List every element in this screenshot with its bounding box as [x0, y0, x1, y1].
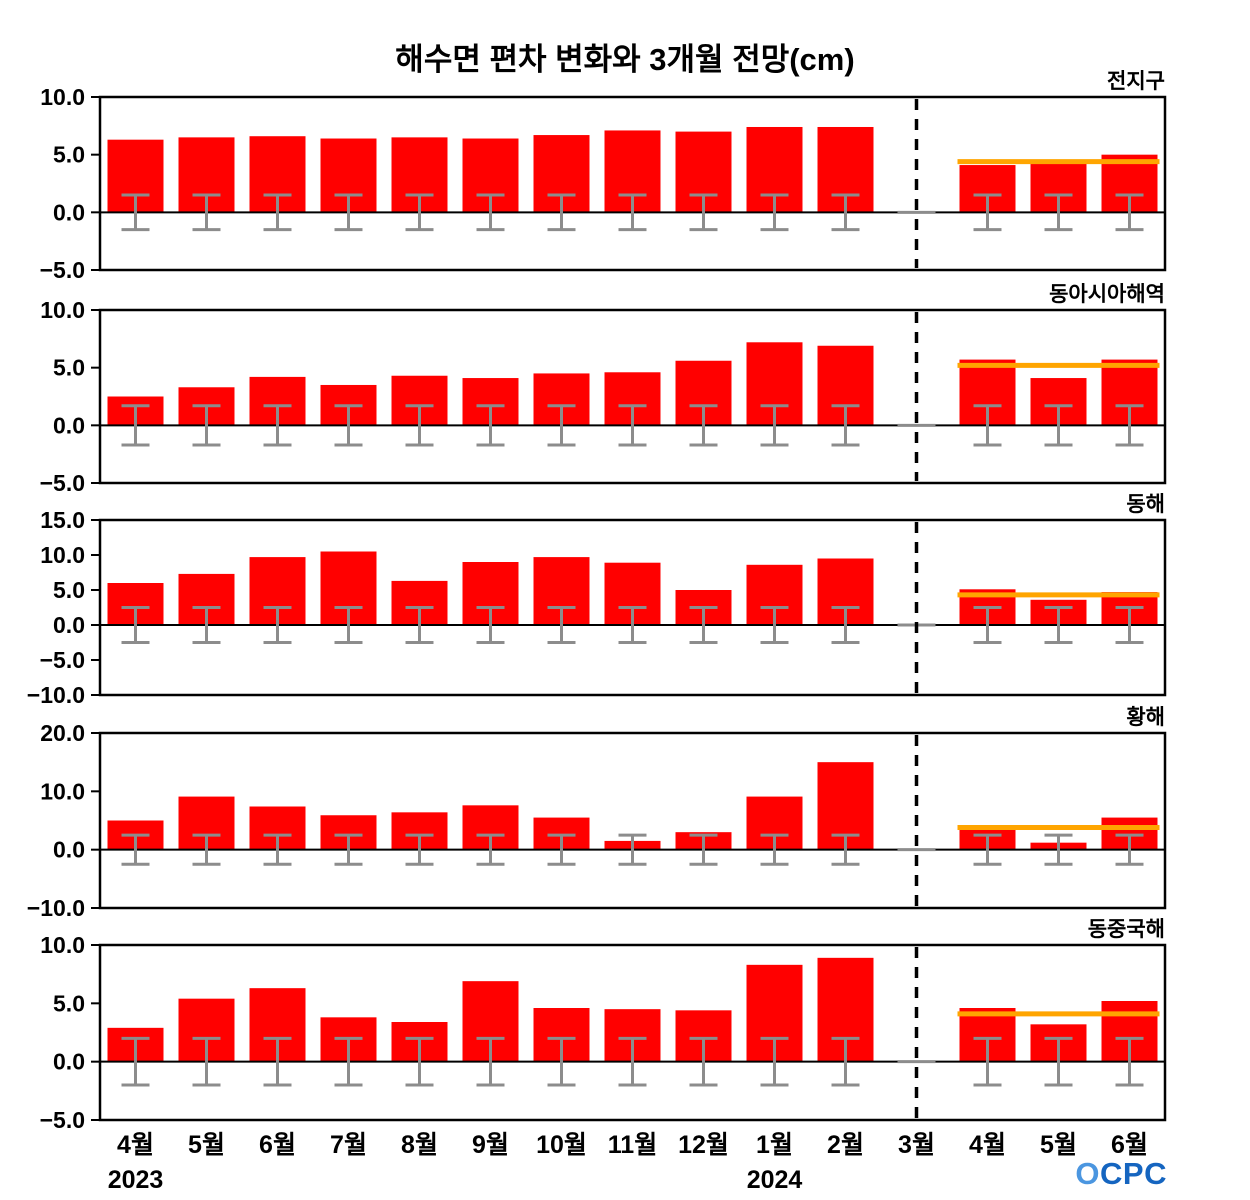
y-tick-label: 0.0 — [53, 199, 85, 225]
chart-panel-5: 10.0 5.0 0.0 −5.0 동중국해 — [40, 918, 1167, 1133]
y-tick-label: −10.0 — [27, 682, 85, 708]
y-tick-label: 10.0 — [40, 778, 85, 804]
x-tick-label: 3월 — [898, 1131, 935, 1159]
panel-frame — [98, 518, 1167, 697]
y-tick-label: −5.0 — [40, 647, 85, 673]
year-label: 2023 — [108, 1166, 164, 1194]
y-tick-label: 5.0 — [53, 142, 85, 168]
y-tick-label: −5.0 — [40, 470, 85, 496]
panel-label: 전지구 — [1107, 70, 1165, 93]
panel-label: 동아시아해역 — [1049, 283, 1165, 306]
y-tick-label: 20.0 — [40, 720, 85, 746]
x-tick-label: 9월 — [472, 1131, 509, 1159]
x-tick-label: 5월 — [1040, 1131, 1077, 1159]
x-tick-label: 10월 — [536, 1131, 587, 1159]
y-tick-label: −10.0 — [27, 895, 85, 921]
y-tick-label: −5.0 — [40, 1107, 85, 1133]
panel-frame — [98, 308, 1167, 485]
panel-frame — [98, 731, 1167, 910]
y-tick-label: 0.0 — [53, 612, 85, 638]
x-tick-label: 11월 — [608, 1131, 657, 1159]
y-tick-label: 10.0 — [40, 297, 85, 323]
x-tick-label: 1월 — [756, 1131, 793, 1159]
x-tick-label: 12월 — [678, 1131, 729, 1159]
panel-frame — [98, 95, 1167, 272]
y-tick-label: 0.0 — [53, 837, 85, 863]
y-tick-label: 15.0 — [40, 507, 85, 533]
x-tick-label: 2월 — [827, 1131, 864, 1159]
panel-label: 황해 — [1126, 706, 1165, 729]
x-tick-label: 4월 — [969, 1131, 1006, 1159]
chart-panel-2: 10.0 5.0 0.0 −5.0 동아시아해역 — [40, 283, 1167, 496]
ocpc-logo-text: OCPC — [1075, 1156, 1167, 1191]
x-tick-label: 7월 — [330, 1131, 367, 1159]
year-label: 2024 — [747, 1166, 803, 1194]
x-tick-label: 6월 — [1111, 1131, 1148, 1159]
chart-panel-4: 20.0 10.0 0.0 −10.0 황해 — [27, 706, 1167, 921]
panel-label: 동중국해 — [1088, 918, 1165, 941]
x-tick-label: 4월 — [117, 1131, 154, 1159]
x-tick-label: 6월 — [259, 1131, 296, 1159]
chart-panel-1: 10.0 5.0 0.0 −5.0 전지구 — [40, 70, 1167, 283]
panel-label: 동해 — [1126, 493, 1165, 516]
y-tick-label: 0.0 — [53, 1049, 85, 1075]
x-tick-label: 5월 — [188, 1131, 225, 1159]
y-tick-label: 5.0 — [53, 577, 85, 603]
ocpc-logo: OCPC — [1075, 1156, 1167, 1192]
x-tick-label: 8월 — [401, 1131, 438, 1159]
chart-panel-3: 15.0 10.0 5.0 0.0 −5.0 −10.0 동해 — [27, 493, 1167, 708]
y-tick-label: 10.0 — [40, 542, 85, 568]
y-tick-label: 0.0 — [53, 412, 85, 438]
y-tick-label: 10.0 — [40, 84, 85, 110]
y-tick-label: 5.0 — [53, 990, 85, 1016]
y-tick-label: −5.0 — [40, 257, 85, 283]
panel-frame — [98, 943, 1167, 1122]
chart-title: 해수면 편차 변화와 3개월 전망(cm) — [395, 42, 855, 77]
y-tick-label: 5.0 — [53, 355, 85, 381]
y-tick-label: 10.0 — [40, 932, 85, 958]
